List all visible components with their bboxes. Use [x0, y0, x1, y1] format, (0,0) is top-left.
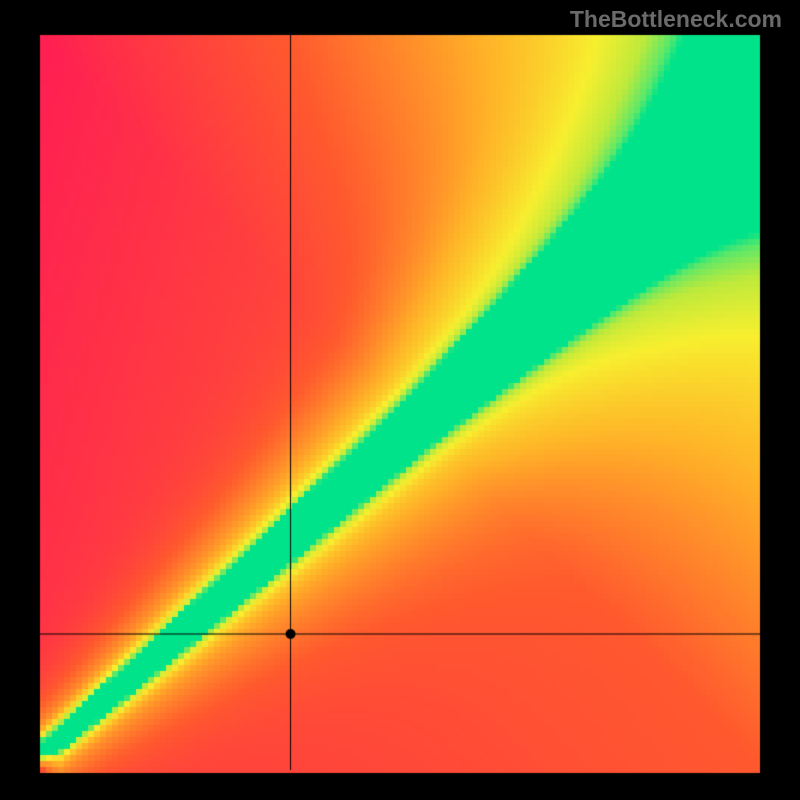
watermark-text: TheBottleneck.com [570, 6, 782, 33]
heatmap-canvas [0, 0, 800, 800]
chart-container: TheBottleneck.com [0, 0, 800, 800]
